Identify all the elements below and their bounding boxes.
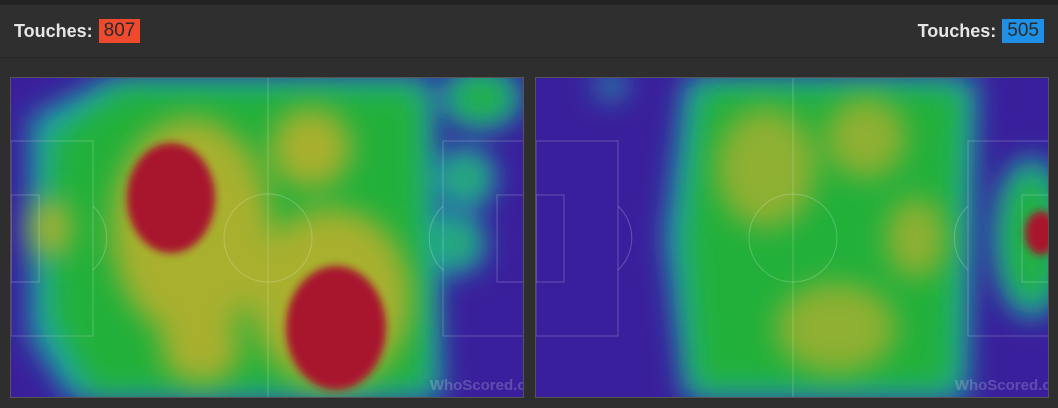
watermark: WhoScored.com [955,377,1049,394]
watermark: WhoScored.com [430,377,524,394]
touches-header: Touches: 807 Touches: 505 [0,5,1058,58]
away-touches-badge: 505 [1002,19,1044,43]
away-heatmap: WhoScored.com [535,77,1049,398]
home-heatmap: WhoScored.com [10,77,524,398]
home-touches: Touches: 807 [14,19,141,43]
away-touches: Touches: 505 [918,19,1044,43]
home-touches-label: Touches: [14,20,93,41]
top-border [0,0,1058,5]
away-touches-label: Touches: [917,20,997,41]
home-touches-badge: 807 [98,19,141,43]
